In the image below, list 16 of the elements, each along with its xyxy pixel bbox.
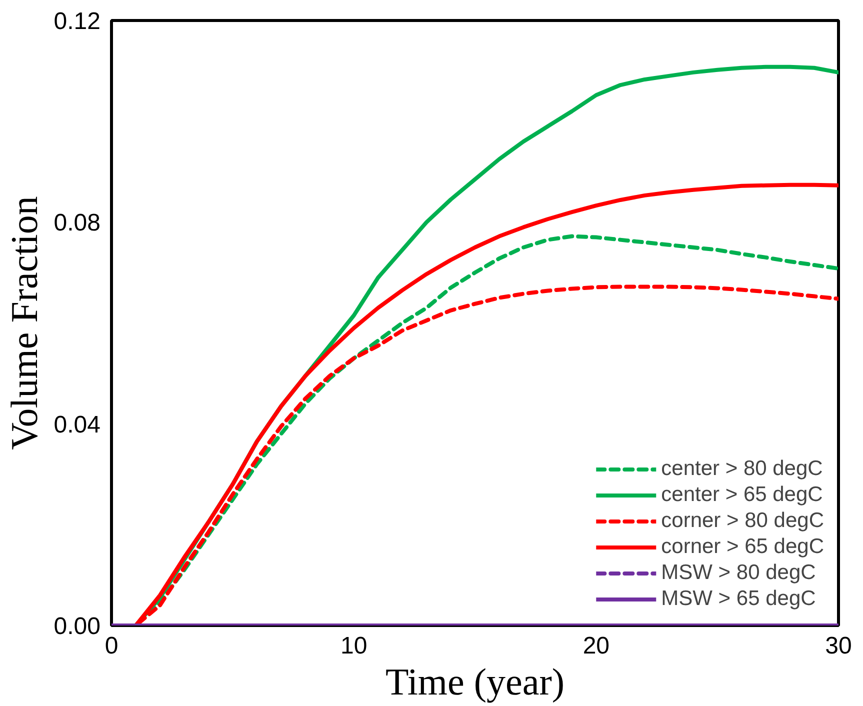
y-tick-label: 0.04 xyxy=(54,411,101,438)
legend-label: center > 80 degC xyxy=(661,457,823,481)
legend-label: MSW > 80 degC xyxy=(661,561,816,585)
legend-label: MSW > 65 degC xyxy=(661,587,816,611)
y-tick-label: 0.00 xyxy=(54,613,101,640)
x-tick-label: 20 xyxy=(582,632,610,660)
y-tick-label: 0.12 xyxy=(54,8,101,35)
legend-label: center > 65 degC xyxy=(661,483,823,507)
x-axis-title: Time (year) xyxy=(385,662,565,704)
legend-label: corner > 65 degC xyxy=(661,535,824,559)
legend-label: corner > 80 degC xyxy=(661,509,824,533)
y-axis-title: Volume Fraction xyxy=(4,196,46,450)
x-tick-label: 0 xyxy=(104,632,118,660)
x-tick-label: 30 xyxy=(825,632,852,660)
x-tick-label: 10 xyxy=(340,632,368,660)
y-tick-label: 0.08 xyxy=(54,210,101,237)
